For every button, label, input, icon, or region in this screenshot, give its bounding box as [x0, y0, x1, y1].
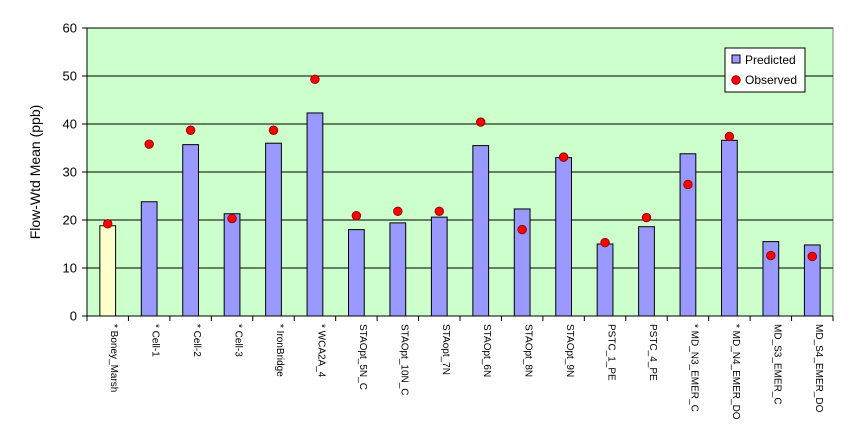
x-tick-label: PSTC_4_PE — [647, 324, 658, 381]
y-tick-label: 60 — [63, 21, 77, 36]
observed-point — [641, 212, 652, 223]
bar — [348, 229, 365, 317]
bar — [679, 153, 697, 317]
bar — [99, 225, 117, 317]
bar — [638, 226, 655, 317]
x-tick-label: MD_S4_EMER_DO — [813, 324, 824, 413]
observed-point — [144, 139, 154, 149]
legend-label-observed: Observed — [745, 73, 797, 87]
bar — [265, 142, 282, 317]
observed-point — [434, 206, 444, 217]
x-tick-label: STAOpt_9N — [564, 324, 575, 377]
x-tick-label: * Cell-3 — [233, 324, 244, 357]
y-tick-label: 20 — [63, 213, 77, 228]
bar — [223, 213, 241, 317]
observed-point — [600, 237, 610, 248]
bar — [472, 145, 490, 317]
observed-point — [476, 117, 486, 127]
observed-point — [227, 213, 237, 224]
legend-swatch-observed — [731, 75, 741, 85]
x-tick-label: * IronBridge — [274, 324, 285, 377]
observed-point — [766, 250, 776, 261]
gridlines — [87, 27, 833, 269]
observed-point — [807, 251, 817, 262]
observed-point — [683, 179, 693, 190]
x-tick-label: MD_S3_EMER_C — [771, 324, 782, 405]
y-tick-label: 10 — [63, 261, 77, 276]
legend-label-predicted: Predicted — [745, 53, 796, 67]
bar-series-predicted — [99, 112, 821, 317]
x-tick-label: STAOpt_10N_C — [398, 324, 409, 396]
bar — [430, 216, 448, 317]
observed-point — [517, 224, 527, 235]
observed-point — [724, 131, 735, 142]
y-tick-label: 0 — [70, 309, 77, 324]
observed-point — [351, 210, 362, 221]
y-tick-label: 30 — [63, 165, 77, 180]
legend: Predicted Observed — [724, 47, 806, 93]
axes — [82, 27, 834, 321]
y-tick-label: 50 — [63, 69, 77, 84]
x-tick-label: STAOpt_8N — [523, 324, 534, 377]
x-tick-label: * MD_N3_EMER_C — [688, 324, 699, 412]
x-tick-label: * Cell-2 — [191, 324, 202, 357]
observed-point — [310, 74, 320, 85]
bar — [721, 139, 738, 317]
x-tick-label: STAopt_7N — [440, 324, 451, 375]
x-tick-label: * Cell-1 — [150, 324, 161, 357]
observed-point — [558, 152, 569, 162]
bar — [182, 144, 199, 317]
bar — [140, 201, 158, 317]
y-axis-title: Flow-Wtd Mean (ppb) — [27, 105, 43, 240]
x-tick-label: * MD_N4_EMER_DO — [730, 324, 741, 420]
x-tick-label: STAOpt_6N — [481, 324, 492, 377]
x-tick-label: * WCA2A_4 — [315, 324, 326, 378]
bar — [596, 243, 614, 317]
x-tick-label: STAOpt_5N_C — [357, 324, 368, 390]
bar — [389, 222, 407, 317]
observed-point — [393, 206, 403, 217]
observed-point — [185, 125, 196, 135]
x-tick-label: PSTC_1_PE — [606, 324, 617, 381]
marker-series-observed — [103, 74, 817, 262]
x-tick-labels: * Boney_Marsh * Cell-1 * Cell-2 * Cell-3 * I… — [108, 324, 824, 420]
legend-swatch-predicted — [731, 54, 741, 64]
observed-point — [103, 219, 113, 229]
bar — [555, 157, 572, 317]
y-tick-label: 40 — [63, 117, 77, 132]
observed-point — [268, 125, 279, 135]
y-tick-labels: 0 10 20 30 40 50 60 — [63, 21, 77, 324]
bar — [306, 112, 324, 317]
x-tick-label: * Boney_Marsh — [108, 324, 119, 392]
